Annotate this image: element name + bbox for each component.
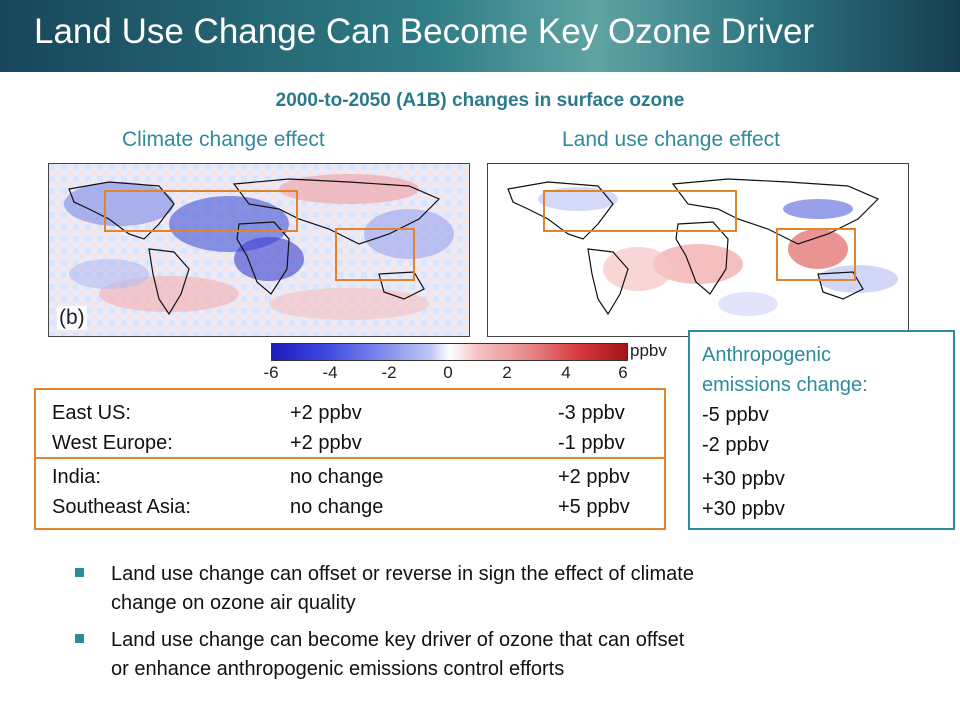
climate-panel-label: Climate change effect: [122, 128, 325, 151]
bullet-line: Land use change can offset or reverse in…: [111, 563, 694, 585]
table-region: India:: [52, 466, 101, 488]
climate-effect-map: (b): [48, 163, 470, 337]
table-climate-value: no change: [290, 466, 384, 488]
colorbar-tick: 2: [502, 363, 512, 382]
anthropogenic-title-line1: Anthropogenic: [702, 344, 831, 366]
climate-map-us-europe-box: [104, 190, 298, 232]
landuse-map-graphic: [488, 164, 908, 336]
colorbar-tick: -2: [381, 363, 397, 382]
colorbar-tick: 0: [443, 363, 453, 382]
anthropogenic-value: -2 ppbv: [702, 434, 769, 456]
landuse-map-asia-box: [776, 228, 856, 281]
anthropogenic-value: -5 ppbv: [702, 404, 769, 426]
anthropogenic-value: +30 ppbv: [702, 498, 785, 520]
colorbar-gradient: [271, 343, 628, 361]
bullet-line: Land use change can become key driver of…: [111, 629, 685, 651]
table-landuse-value: -3 ppbv: [558, 402, 625, 424]
table-climate-value: +2 ppbv: [290, 432, 362, 454]
slide-subtitle: 2000-to-2050 (A1B) changes in surface oz…: [275, 90, 685, 111]
anthropogenic-title-line2: emissions change:: [702, 374, 868, 396]
colorbar-tick: 6: [618, 363, 628, 382]
colorbar-unit: ppbv: [630, 341, 667, 360]
table-landuse-value: +5 ppbv: [558, 496, 630, 518]
climate-map-asia-box: [335, 228, 415, 281]
anthropogenic-emissions-box: Anthropogenic emissions change: -5 ppbv …: [688, 330, 955, 530]
table-landuse-value: +2 ppbv: [558, 466, 630, 488]
climate-map-graphic: [49, 164, 469, 336]
table-region: West Europe:: [52, 432, 173, 454]
colorbar-tick: -4: [322, 363, 338, 382]
colorbar-tick: 4: [561, 363, 571, 382]
table-climate-value: no change: [290, 496, 384, 518]
bullet-square-icon: [75, 568, 84, 577]
landuse-panel-label: Land use change effect: [562, 128, 780, 151]
landuse-map-us-europe-box: [543, 190, 737, 232]
bullet-text: Land use change can offset or reverse in…: [111, 560, 901, 618]
landuse-effect-map: [487, 163, 909, 337]
table-region: East US:: [52, 402, 131, 424]
bullet-square-icon: [75, 634, 84, 643]
anthropogenic-title: Anthropogenic emissions change:: [702, 340, 868, 400]
colorbar-tick: -6: [263, 363, 279, 382]
panel-tag-b: (b): [57, 306, 87, 330]
table-region: Southeast Asia:: [52, 496, 191, 518]
anthropogenic-value: +30 ppbv: [702, 468, 785, 490]
table-landuse-value: -1 ppbv: [558, 432, 625, 454]
bullet-line: change on ozone air quality: [111, 592, 356, 614]
bullet-line: or enhance anthropogenic emissions contr…: [111, 658, 565, 680]
colorbar: -6 -4 -2 0 2 4 6 ppbv: [263, 341, 667, 385]
table-climate-value: +2 ppbv: [290, 402, 362, 424]
slide-title: Land Use Change Can Become Key Ozone Dri…: [34, 12, 815, 51]
bullet-text: Land use change can become key driver of…: [111, 626, 901, 684]
table-divider: [34, 457, 666, 459]
regions-table: [34, 388, 666, 530]
title-bar: Land Use Change Can Become Key Ozone Dri…: [0, 0, 960, 72]
